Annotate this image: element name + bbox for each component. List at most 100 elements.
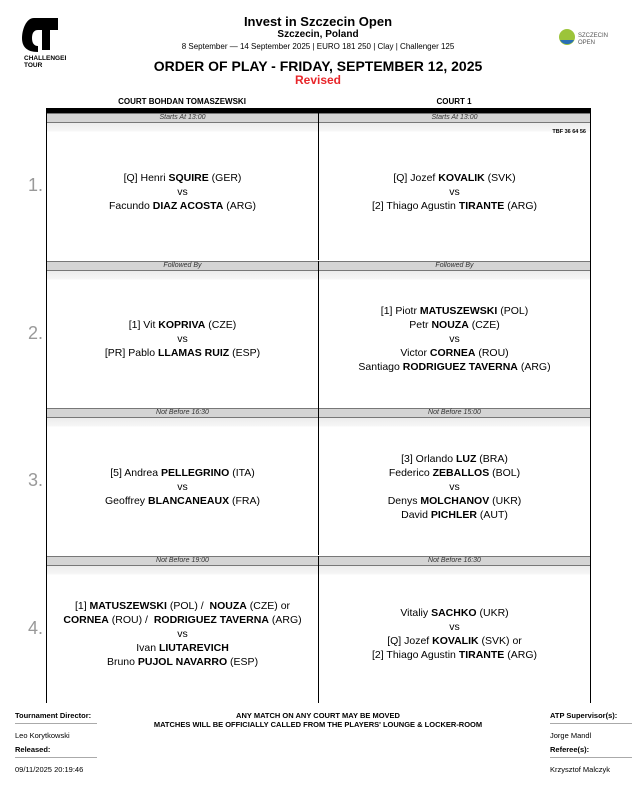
player-text: vs — [449, 621, 460, 633]
player-line: vs — [449, 185, 460, 199]
player-line: Vitaliy SACHKO (UKR) — [400, 606, 508, 620]
court-header-2: COURT 1 — [436, 97, 472, 106]
player-text: [Q] Henri — [123, 171, 169, 184]
svg-text:SZCZECIN: SZCZECIN — [578, 33, 608, 39]
tournament-location: Szczecin, Poland — [277, 29, 359, 40]
player-line: [2] Thiago Agustin TIRANTE (ARG) — [372, 199, 537, 213]
player-text: [Q] Jozef — [387, 635, 433, 647]
player-text: Facundo — [108, 199, 153, 212]
released-time: 09/11/2025 20:19:46 — [15, 765, 84, 774]
player-line: Geoffrey BLANCANEAUX (FRA) — [105, 494, 260, 508]
player-text: (ARG) — [504, 649, 537, 661]
player-line: [PR] Pablo LLAMAS RUIZ (ESP) — [105, 346, 260, 360]
player-surname: TIRANTE — [458, 649, 505, 661]
player-text: (ESP) — [229, 347, 261, 359]
player-text: (BRA) — [476, 452, 508, 465]
player-line: [1] Vit KOPRIVA (CZE) — [129, 318, 237, 332]
player-text: vs — [449, 480, 460, 493]
player-surname: SACHKO — [431, 607, 477, 619]
player-text: [PR] Pablo — [104, 347, 159, 359]
player-text: vs — [177, 480, 188, 493]
notice-moved: ANY MATCH ON ANY COURT MAY BE MOVED — [236, 711, 400, 720]
match-cell: Not Before 16:30 [5] Andrea PELLEGRINO (I… — [47, 408, 319, 555]
player-line: [1] MATUSZEWSKI (POL) / NOUZA (CZE) or — [75, 599, 290, 613]
match-players: [1] Vit KOPRIVA (CZE) vs [PR] Pablo LLAMAS… — [47, 270, 318, 408]
player-line: [1] Piotr MATUSZEWSKI (POL) — [381, 304, 528, 318]
player-text: [1] — [74, 600, 90, 612]
player-line: vs — [449, 480, 460, 494]
player-surname: ZEBALLOS — [432, 466, 490, 479]
time-slot: Starts At 13:00 — [319, 113, 590, 123]
player-text: David — [401, 508, 431, 521]
player-text: (UKR) — [489, 494, 522, 507]
supervisor-label: ATP Supervisor(s): — [550, 711, 618, 720]
revised-status: Revised — [294, 73, 342, 87]
player-line: [2] Thiago Agustin TIRANTE (ARG) — [372, 648, 537, 662]
player-text: (POL) / — [166, 600, 210, 612]
player-text: vs — [177, 628, 188, 640]
player-text: Federico — [388, 466, 433, 479]
player-text: (CZE) — [468, 319, 500, 331]
player-text: (CZE) — [205, 319, 237, 331]
player-text: (BOL) — [489, 466, 521, 479]
row-number: 4. — [28, 617, 44, 638]
player-surname: NOUZA — [431, 319, 469, 331]
schedule-grid: Starts At 13:00 [Q] Henri SQUIRE (GER) vs F… — [46, 108, 591, 703]
player-text: [1] Vit — [128, 319, 159, 331]
player-line: Facundo DIAZ ACOSTA (ARG) — [109, 199, 256, 213]
match-row: Not Before 16:30 [5] Andrea PELLEGRINO (I… — [47, 408, 590, 555]
player-line: [3] Orlando LUZ (BRA) — [401, 452, 508, 466]
match-row: Followed By [1] Vit KOPRIVA (CZE) vs [PR] P… — [47, 260, 590, 408]
player-surname: RODRIGUEZ TAVERNA — [402, 361, 518, 373]
player-surname: BLANCANEAUX — [147, 494, 230, 507]
player-line: vs — [449, 620, 460, 634]
row-number: 1. — [28, 175, 44, 195]
player-surname: LLAMAS RUIZ — [158, 347, 230, 359]
player-surname: RODRIGUEZ TAVERNA — [153, 614, 269, 626]
player-text: Petr — [409, 319, 432, 331]
player-text: Bruno — [106, 656, 138, 668]
player-surname: PELLEGRINO — [161, 466, 230, 479]
match-note: TBF 36 64 56 — [552, 129, 586, 135]
match-players: [5] Andrea PELLEGRINO (ITA) vs Geoffrey BL… — [47, 418, 318, 555]
player-text: vs — [177, 185, 188, 198]
player-text: Victor — [400, 347, 430, 359]
player-line: Denys MOLCHANOV (UKR) — [388, 494, 522, 508]
player-line: vs — [449, 332, 460, 346]
challenger-tour-logo: CHALLENGER TOUR — [22, 18, 66, 68]
match-players: Vitaliy SACHKO (UKR) vs [Q] Jozef KOVALIK … — [319, 565, 590, 703]
player-text: (ROU) / — [108, 614, 154, 626]
match-players: [1] Piotr MATUSZEWSKI (POL) Petr NOUZA (C… — [319, 270, 590, 408]
player-text: (AUT) — [476, 508, 508, 521]
player-text: (POL) — [497, 305, 529, 317]
match-cell: Starts At 13:00 [Q] Henri SQUIRE (GER) vs F… — [47, 113, 319, 260]
player-surname: CORNEA — [63, 614, 109, 626]
player-text: (SVK) or — [478, 635, 522, 647]
player-surname: KOVALIK — [432, 635, 479, 647]
player-line: David PICHLER (AUT) — [401, 508, 508, 522]
szczecin-open-logo: SZCZECIN OPEN — [558, 26, 618, 48]
player-text: (ROU) — [475, 347, 509, 359]
player-line: Bruno PUJOL NAVARRO (ESP) — [107, 655, 258, 669]
player-text: Denys — [387, 494, 421, 507]
player-surname: LIUTAREVICH — [158, 642, 229, 654]
player-surname: CORNEA — [429, 347, 476, 359]
match-cell: Not Before 15:00 [3] Orlando LUZ (BRA) Fed… — [319, 408, 590, 555]
player-line: CORNEA (ROU) / RODRIGUEZ TAVERNA (ARG) — [63, 613, 301, 627]
player-surname: KOVALIK — [438, 171, 485, 184]
player-text: [Q] Jozef — [393, 171, 439, 184]
match-players: TBF 36 64 56 [Q] Jozef KOVALIK (SVK) vs [2]… — [319, 123, 590, 260]
player-line: [Q] Jozef KOVALIK (SVK) — [393, 171, 515, 185]
player-line: Santiago RODRIGUEZ TAVERNA (ARG) — [358, 360, 550, 374]
player-line: Victor CORNEA (ROU) — [400, 346, 508, 360]
match-cell: Not Before 16:30 Vitaliy SACHKO (UKR) vs [Q… — [319, 555, 590, 703]
player-text: Vitaliy — [400, 607, 432, 619]
supervisor-name: Jorge Mandl — [550, 731, 592, 740]
match-players: [3] Orlando LUZ (BRA) Federico ZEBALLOS (… — [319, 418, 590, 555]
player-line: Federico ZEBALLOS (BOL) — [389, 466, 520, 480]
player-text: Geoffrey — [104, 494, 148, 507]
tournament-info: 8 September — 14 September 2025 | EURO 1… — [181, 42, 455, 51]
player-surname: KOPRIVA — [158, 319, 206, 331]
player-line: Ivan LIUTAREVICH — [136, 641, 229, 655]
player-line: vs — [177, 185, 188, 199]
